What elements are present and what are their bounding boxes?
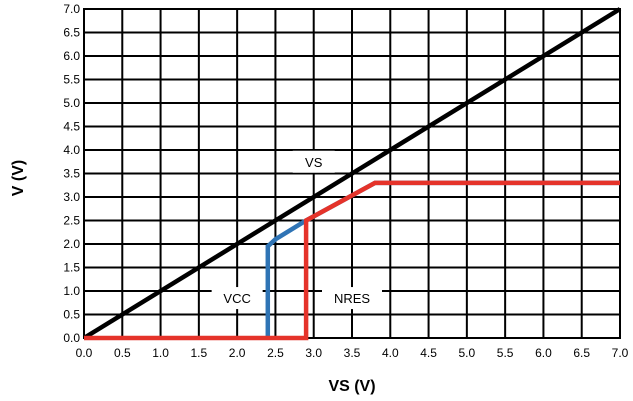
x-tick-label: 5.5 bbox=[497, 346, 514, 360]
annotation-box bbox=[292, 150, 335, 173]
x-tick-labels: 0.0 0.5 1.0 1.5 2.0 2.5 3.0 3.5 4.0 4.5 5.0 5.5 6.0 6… bbox=[76, 346, 629, 360]
annotation-box bbox=[322, 287, 382, 310]
y-tick-label: 3.0 bbox=[63, 190, 80, 204]
series-lines bbox=[82, 7, 622, 341]
y-tick-label: 6.5 bbox=[63, 26, 80, 40]
y-tick-label: 1.5 bbox=[63, 261, 80, 275]
series-line-nres bbox=[84, 180, 620, 341]
x-tick-label: 5.0 bbox=[459, 346, 476, 360]
x-tick-label: 2.5 bbox=[267, 346, 284, 360]
y-tick-label: 6.0 bbox=[63, 49, 80, 63]
y-tick-label: 2.5 bbox=[63, 214, 80, 228]
x-tick-label: 0.0 bbox=[76, 346, 93, 360]
x-tick-label: 3.0 bbox=[305, 346, 322, 360]
x-tick-label: 0.5 bbox=[114, 346, 131, 360]
y-tick-label: 1.0 bbox=[63, 284, 80, 298]
x-tick-label: 4.0 bbox=[382, 346, 399, 360]
plot-frame bbox=[83, 8, 621, 339]
y-tick-label: 4.0 bbox=[63, 143, 80, 157]
y-tick-labels: 0.0 0.5 1.0 1.5 2.0 2.5 3.0 3.5 4.0 4.5 5.0 5.5 6.0 6… bbox=[63, 2, 80, 345]
annotation-label: VCC bbox=[223, 291, 250, 306]
x-tick-label: 7.0 bbox=[612, 346, 629, 360]
x-tick-label: 4.5 bbox=[420, 346, 437, 360]
x-axis-label: VS (V) bbox=[328, 378, 375, 395]
annotation-box bbox=[211, 287, 263, 310]
x-tick-label: 6.0 bbox=[535, 346, 552, 360]
y-tick-label: 7.0 bbox=[63, 2, 80, 16]
y-tick-label: 0.5 bbox=[63, 308, 80, 322]
x-tick-label: 2.0 bbox=[229, 346, 246, 360]
y-tick-label: 4.5 bbox=[63, 120, 80, 134]
annotation-label: VS bbox=[305, 155, 323, 170]
y-tick-label: 5.0 bbox=[63, 96, 80, 110]
x-tick-label: 1.5 bbox=[191, 346, 208, 360]
x-tick-label: 3.5 bbox=[344, 346, 361, 360]
y-tick-label: 2.0 bbox=[63, 237, 80, 251]
annotations: VS VCC NRES bbox=[211, 150, 382, 310]
x-tick-label: 6.5 bbox=[573, 346, 590, 360]
series-line-vs bbox=[82, 7, 622, 340]
y-axis-label: V (V) bbox=[10, 160, 27, 196]
y-tick-label: 5.5 bbox=[63, 73, 80, 87]
annotation-label: NRES bbox=[334, 291, 370, 306]
y-tick-label: 3.5 bbox=[63, 167, 80, 181]
x-tick-label: 1.0 bbox=[152, 346, 169, 360]
y-tick-label: 0.0 bbox=[63, 331, 80, 345]
